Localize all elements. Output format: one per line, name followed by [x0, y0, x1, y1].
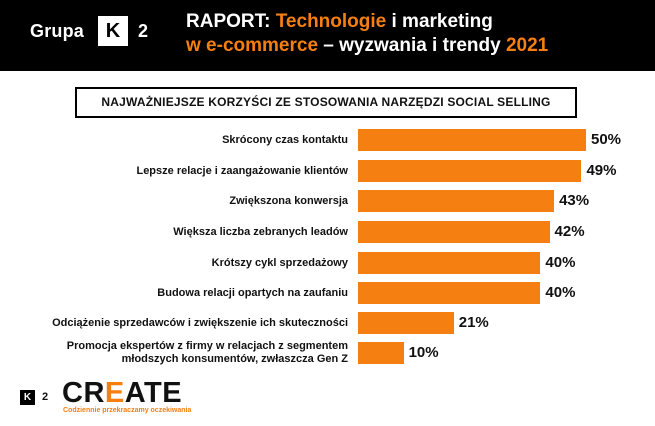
category-label: Krótszy cykl sprzedażowy — [211, 256, 348, 269]
category-label: Promocja ekspertów z firmy w relacjach z… — [66, 340, 348, 365]
logo-part1: CR — [62, 377, 105, 409]
category-label: Większa liczba zebranych leadów — [173, 225, 348, 238]
value-label: 42% — [554, 223, 585, 240]
value-label: 21% — [458, 314, 489, 331]
category-label: Odciążenie sprzedawców i zwiększenie ich… — [52, 316, 348, 329]
brand-number: 2 — [138, 21, 149, 41]
value-label: 40% — [545, 284, 576, 301]
category-label: Skrócony czas kontaktu — [222, 133, 348, 146]
category-label: Lepsze relacje i zaangażowanie klientów — [136, 164, 348, 177]
bar — [358, 312, 454, 334]
value-label: 49% — [586, 162, 617, 179]
title-part3: i marketing — [386, 11, 493, 32]
bar — [358, 160, 582, 182]
create-logo: CREATE — [62, 378, 182, 408]
logo-part3: ATE — [124, 377, 183, 409]
value-label: 10% — [408, 344, 439, 361]
bar — [358, 342, 404, 364]
report-title: RAPORT: Technologie i marketing w e-comm… — [186, 10, 646, 58]
value-label: 43% — [559, 192, 590, 209]
brand-word: Grupa — [30, 21, 85, 41]
title-part2: Technologie — [275, 11, 387, 32]
bar — [358, 282, 541, 304]
bar — [358, 190, 555, 212]
bar — [358, 221, 550, 243]
brand-logo-k: K — [98, 16, 128, 46]
title-part5: – wyzwania i trendy — [318, 35, 506, 56]
create-tagline: Codziennie przekraczamy oczekiwania — [63, 407, 192, 414]
title-part1: RAPORT: — [186, 11, 276, 32]
bar — [358, 129, 586, 151]
title-part4: w e-commerce — [186, 35, 319, 56]
header-band: Grupa K 2 RAPORT: Technologie i marketin… — [0, 0, 655, 71]
footer-k-number: 2 — [42, 391, 49, 403]
chart-title: NAJWAŻNIEJSZE KORZYŚCI ZE STOSOWANIA NAR… — [75, 87, 577, 118]
value-label: 50% — [591, 131, 622, 148]
bar — [358, 252, 541, 274]
title-part6: 2021 — [505, 35, 549, 56]
category-label: Zwiększona konwersja — [229, 194, 348, 207]
logo-part2: E — [104, 377, 125, 409]
value-label: 40% — [545, 254, 576, 271]
category-label: Budowa relacji opartych na zaufaniu — [157, 286, 348, 299]
footer-k-logo: K — [20, 390, 35, 405]
